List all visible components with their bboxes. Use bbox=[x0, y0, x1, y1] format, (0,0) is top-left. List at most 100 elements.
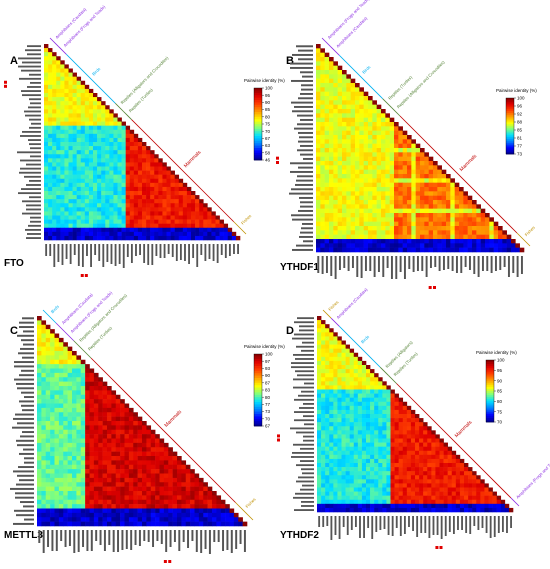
heatmap-cell bbox=[337, 414, 342, 419]
heatmap-cell bbox=[56, 142, 61, 147]
heatmap-cell bbox=[382, 467, 387, 472]
heatmap-cell bbox=[84, 137, 90, 143]
heatmap-cell bbox=[450, 234, 455, 240]
heatmap-cell bbox=[350, 83, 356, 88]
heatmap-cell bbox=[88, 101, 94, 106]
heatmap-cell bbox=[424, 165, 429, 170]
heatmap-cell bbox=[125, 223, 131, 229]
heatmap-cell bbox=[346, 96, 351, 101]
heatmap-cell bbox=[386, 405, 391, 411]
heatmap-cell bbox=[45, 329, 51, 334]
heatmap-cell bbox=[359, 169, 364, 175]
heatmap-cell bbox=[146, 464, 152, 470]
heatmap-cell bbox=[109, 142, 114, 147]
heatmap-cell bbox=[203, 207, 208, 212]
heatmap-cell bbox=[185, 504, 191, 509]
heatmap-cell bbox=[411, 217, 416, 222]
heatmap-cell bbox=[88, 158, 94, 163]
heatmap-cell bbox=[113, 174, 118, 180]
heatmap-cell bbox=[433, 221, 438, 227]
heatmap-cell bbox=[80, 517, 86, 522]
column-label bbox=[403, 256, 406, 279]
heatmap-cell bbox=[428, 169, 434, 175]
heatmap-cell bbox=[113, 162, 118, 167]
heatmap-cell bbox=[137, 235, 143, 241]
heatmap-cell bbox=[80, 105, 86, 110]
row-label bbox=[17, 334, 34, 337]
column-label bbox=[204, 530, 207, 549]
heatmap-cell bbox=[329, 344, 334, 349]
heatmap-cell bbox=[406, 450, 412, 456]
heatmap-cell bbox=[337, 418, 342, 423]
heatmap-cell bbox=[48, 84, 53, 90]
heatmap-cell bbox=[101, 195, 106, 200]
heatmap-cell bbox=[98, 508, 103, 514]
heatmap-cell bbox=[84, 195, 90, 200]
heatmap-cell bbox=[439, 454, 444, 460]
heatmap-cell bbox=[80, 364, 86, 369]
heatmap-cell bbox=[407, 247, 412, 253]
heatmap-cell bbox=[355, 113, 360, 118]
heatmap-cell bbox=[64, 162, 69, 167]
heatmap-cell bbox=[162, 211, 167, 216]
heatmap-cell bbox=[406, 438, 412, 443]
heatmap-cell bbox=[142, 186, 147, 192]
heatmap-cell bbox=[350, 91, 356, 97]
heatmap-cell bbox=[198, 521, 204, 527]
heatmap-cell bbox=[324, 139, 330, 144]
heatmap-cell bbox=[386, 422, 391, 427]
heatmap-cell bbox=[337, 143, 343, 149]
column-label bbox=[167, 244, 170, 254]
heatmap-cell bbox=[50, 512, 55, 518]
heatmap-cell bbox=[146, 438, 152, 444]
heatmap-cell bbox=[207, 219, 212, 224]
colorbar-tick-label: 93 bbox=[265, 366, 271, 371]
heatmap-cell bbox=[52, 117, 57, 122]
heatmap-cell bbox=[111, 486, 117, 492]
heatmap-cell bbox=[89, 386, 95, 391]
heatmap-cell bbox=[420, 239, 425, 244]
heatmap-cell bbox=[317, 381, 322, 386]
heatmap-cell bbox=[54, 425, 60, 431]
heatmap-cell bbox=[85, 499, 90, 505]
heatmap-cell bbox=[121, 162, 126, 167]
heatmap-cell bbox=[394, 239, 399, 244]
heatmap-cell bbox=[402, 483, 408, 488]
row-label bbox=[14, 509, 34, 512]
heatmap-cell bbox=[101, 125, 106, 131]
heatmap-cell bbox=[420, 178, 425, 183]
colorbar-segment bbox=[254, 385, 262, 388]
heatmap-cell bbox=[44, 223, 49, 229]
heatmap-cell bbox=[368, 243, 373, 248]
heatmap-cell bbox=[415, 475, 420, 480]
heatmap-cell bbox=[101, 231, 106, 237]
row-label bbox=[22, 317, 34, 320]
heatmap-cell bbox=[88, 219, 94, 224]
heatmap-cell bbox=[402, 450, 408, 456]
colorbar-segment bbox=[506, 137, 514, 140]
heatmap-cell bbox=[233, 517, 239, 522]
heatmap-cell bbox=[361, 373, 367, 378]
heatmap-cell bbox=[341, 360, 346, 366]
group-bracket bbox=[235, 502, 254, 521]
heatmap-cell bbox=[186, 231, 192, 237]
heatmap-cell bbox=[357, 381, 363, 386]
heatmap-cell bbox=[378, 463, 383, 468]
heatmap-cell bbox=[76, 235, 82, 241]
heatmap-cell bbox=[353, 467, 359, 472]
heatmap-cell bbox=[467, 239, 473, 244]
heatmap-cell bbox=[333, 100, 338, 105]
heatmap-cell bbox=[415, 182, 421, 188]
heatmap-cell bbox=[341, 471, 346, 476]
heatmap-cell bbox=[155, 464, 160, 470]
heatmap-cell bbox=[370, 450, 375, 456]
heatmap-cell bbox=[374, 454, 379, 460]
heatmap-cell bbox=[407, 139, 412, 144]
heatmap-cell bbox=[407, 143, 412, 149]
heatmap-cell bbox=[342, 91, 347, 97]
heatmap-cell bbox=[212, 512, 217, 518]
heatmap-cell bbox=[455, 463, 461, 468]
heatmap-cell bbox=[133, 464, 138, 470]
heatmap-cell bbox=[359, 217, 364, 222]
heatmap-cell bbox=[142, 482, 147, 487]
